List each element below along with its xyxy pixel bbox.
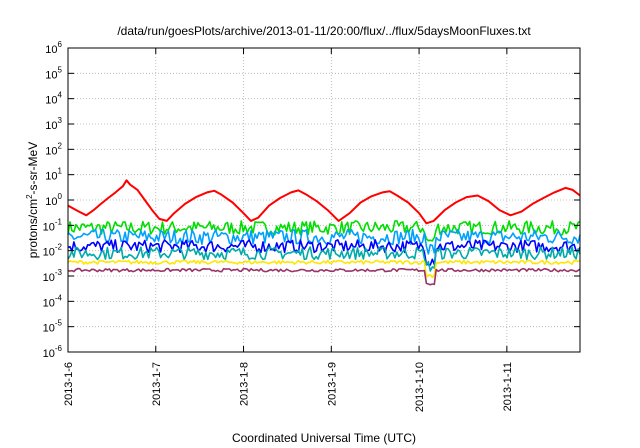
series-line xyxy=(67,228,581,255)
y-tick-label: 10-3 xyxy=(43,268,63,284)
y-tick-label: 103 xyxy=(45,116,62,132)
y-axis-label: protons/cm2-s-sr-MeV xyxy=(25,142,40,258)
series-line xyxy=(67,259,581,279)
y-tick-label: 10-1 xyxy=(43,217,63,233)
chart-title: /data/run/goesPlots/archive/2013-01-11/2… xyxy=(117,24,531,38)
y-tick-label: 10-2 xyxy=(43,243,63,259)
series-line xyxy=(67,220,581,242)
y-tick-label: 104 xyxy=(45,91,62,107)
y-tick-labels: 10-6 10-5 10-4 10-3 10-2 10-1 100 101 102 103 104 1… xyxy=(43,40,63,360)
x-tick-label: 2013-1-10 xyxy=(414,362,426,412)
y-tick-label: 105 xyxy=(45,65,62,81)
y-tick-label: 106 xyxy=(45,40,62,56)
x-axis-label: Coordinated Universal Time (UTC) xyxy=(232,431,416,445)
series-line xyxy=(67,179,581,225)
y-tick-label: 100 xyxy=(45,192,62,208)
x-tick-labels: 2013-1-6 2013-1-7 2013-1-8 2013-1-9 2013-1-1… xyxy=(63,362,514,412)
y-tick-label: 102 xyxy=(45,141,62,157)
series-line xyxy=(67,267,581,286)
x-tick-label: 2013-1-9 xyxy=(326,362,338,406)
tick-marks xyxy=(67,47,580,353)
y-tick-label: 10-4 xyxy=(43,293,63,309)
y-tick-label: 10-5 xyxy=(43,319,63,335)
series-line xyxy=(67,246,581,272)
series-group xyxy=(67,179,581,286)
x-tick-label: 2013-1-7 xyxy=(151,362,163,406)
x-tick-label: 2013-1-11 xyxy=(502,362,514,411)
y-tick-label: 10-6 xyxy=(43,344,63,360)
series-line xyxy=(67,239,581,266)
x-tick-label: 2013-1-6 xyxy=(63,362,75,406)
y-tick-label: 101 xyxy=(45,167,62,183)
x-tick-label: 2013-1-8 xyxy=(239,362,251,406)
